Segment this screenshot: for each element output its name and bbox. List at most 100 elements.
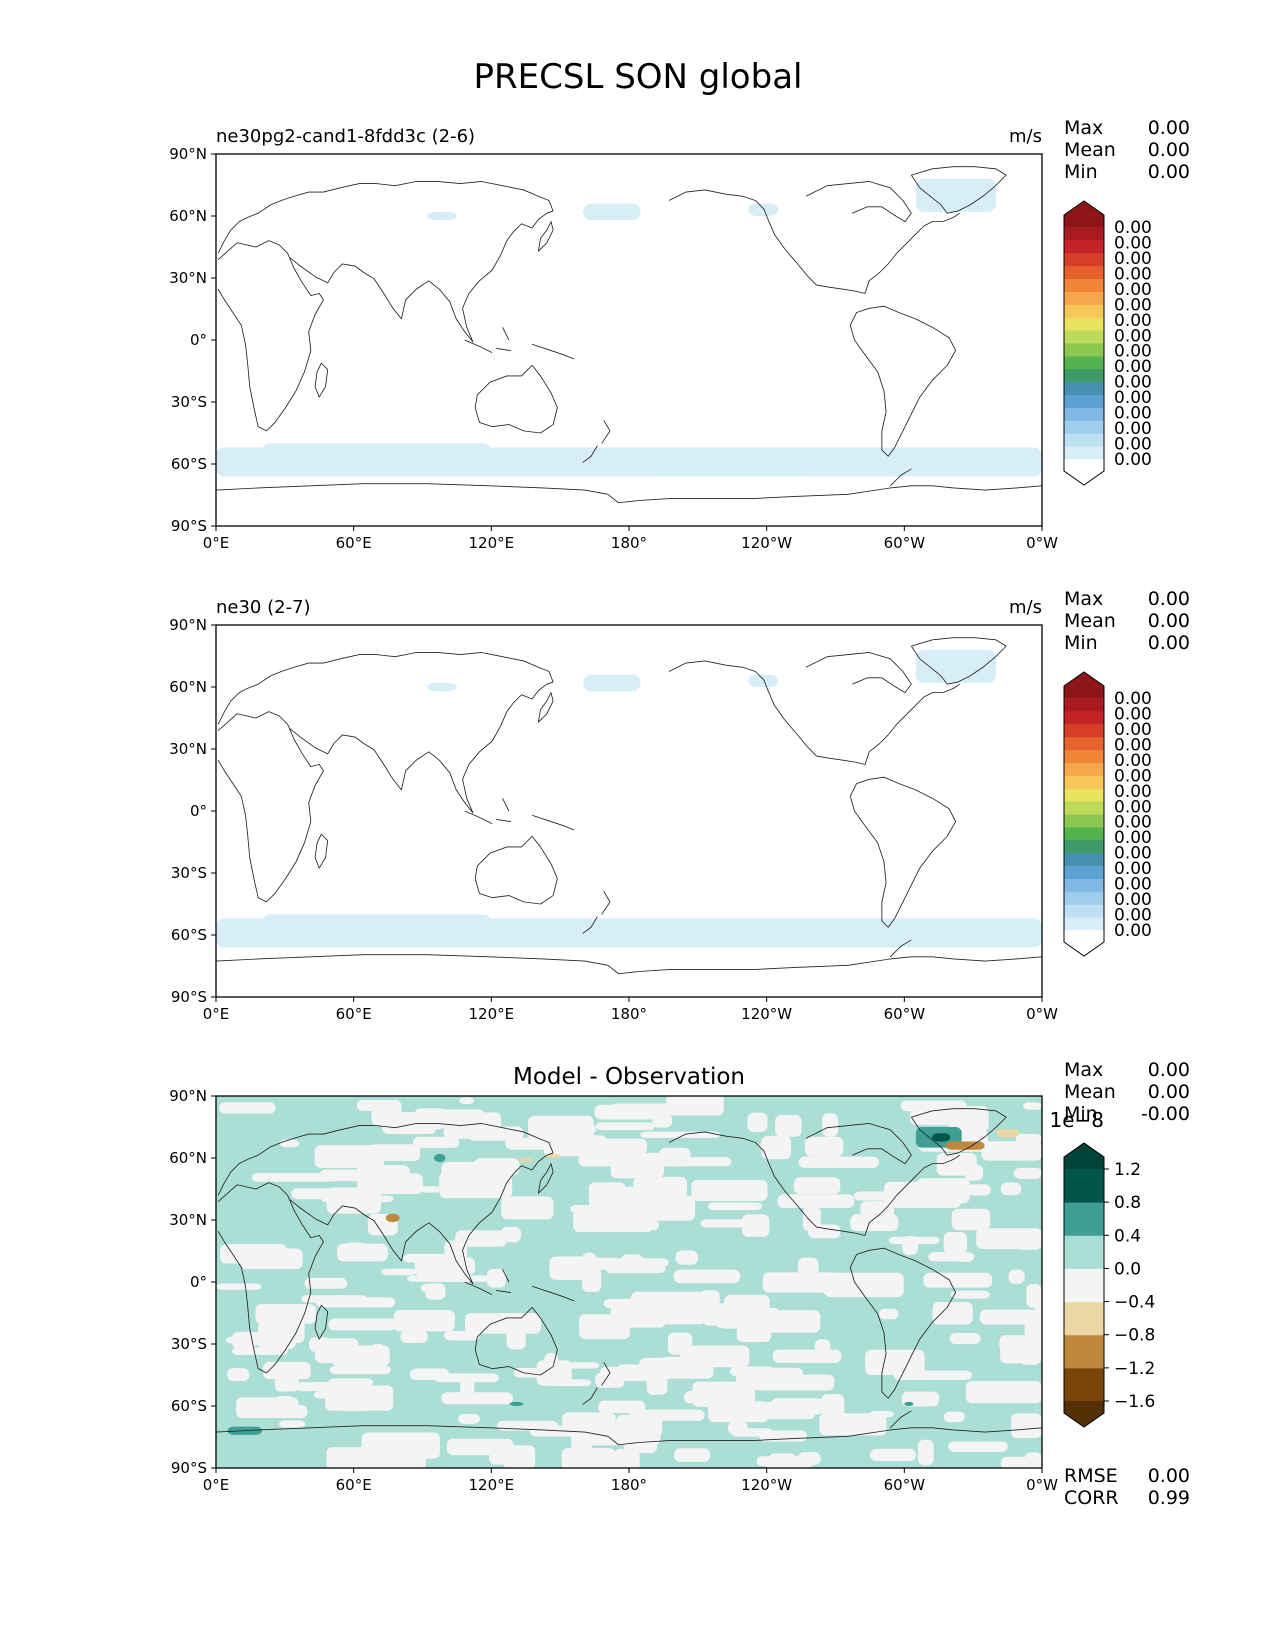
field-patch	[915, 649, 997, 683]
colorbar-tick-label: 0.00	[1114, 797, 1152, 817]
y-tick-label: 30°S	[171, 393, 207, 411]
stat-label: Max	[1064, 588, 1103, 610]
field-patch	[1010, 1413, 1042, 1439]
field-patch	[370, 1144, 421, 1162]
stat-value: 0.00	[1148, 610, 1190, 632]
colorbar-swatch	[1064, 814, 1104, 828]
field-patch	[762, 1272, 839, 1293]
field-patch	[614, 1448, 640, 1468]
field-patch	[357, 1173, 423, 1195]
x-tick-label: 0°E	[203, 1476, 230, 1494]
field-patch	[675, 1250, 698, 1265]
colorbar-swatch	[1064, 1334, 1104, 1369]
x-tick-label: 120°W	[741, 1476, 792, 1494]
colorbar-tick-label: 0.00	[1114, 388, 1152, 408]
field-patch	[948, 1106, 989, 1132]
colorbar: 0.000.000.000.000.000.000.000.000.000.00…	[1063, 200, 1152, 486]
field-patch	[427, 211, 457, 221]
field-patch	[595, 1122, 655, 1131]
field-patch	[503, 1445, 536, 1468]
field-patch	[610, 1152, 664, 1179]
panel-title: ne30pg2-cand1-8fdd3c (2-6)	[216, 126, 475, 147]
field-patch	[692, 1381, 756, 1407]
field-patch	[608, 1186, 642, 1214]
stat-label: Max	[1064, 117, 1103, 139]
field-patch	[465, 1313, 542, 1334]
y-tick-label: 90°N	[169, 1087, 207, 1105]
colorbar-tick-label: 0.00	[1114, 435, 1152, 455]
colorbar-extend-min	[1064, 459, 1104, 485]
field-patch	[400, 1329, 428, 1344]
colorbar-tick-label: 0.00	[1114, 813, 1152, 833]
colorbar-swatch	[1064, 420, 1104, 434]
x-tick-label: 0°E	[203, 1005, 230, 1023]
stat-label: Mean	[1064, 1081, 1116, 1103]
field-patch	[999, 1335, 1042, 1353]
colorbar-swatch	[1064, 801, 1104, 815]
field-patch	[501, 1196, 554, 1220]
field-patch	[639, 1357, 714, 1379]
stat-value: 0.00	[1148, 161, 1190, 183]
field-patch	[291, 1188, 357, 1200]
field-patch	[592, 1258, 669, 1267]
y-tick-label: 60°N	[169, 207, 207, 225]
field-patch	[278, 1420, 306, 1428]
colorbar-swatch	[1064, 878, 1104, 892]
field-patch	[965, 1381, 1042, 1404]
colorbar-tick-label: 0.00	[1114, 751, 1152, 771]
field-patch	[325, 1385, 394, 1411]
field-patch	[981, 1141, 1042, 1161]
colorbar-swatch	[1064, 917, 1104, 931]
field-patch	[759, 1141, 788, 1151]
field-patch	[231, 1347, 289, 1355]
field-patch	[274, 1395, 295, 1415]
footer-stat-value: 0.00	[1148, 1465, 1190, 1487]
field-patch	[748, 674, 779, 687]
field-patch	[446, 1438, 514, 1456]
field-patch	[385, 1213, 400, 1223]
field-patch	[528, 1115, 594, 1142]
x-tick-label: 60°E	[336, 1476, 372, 1494]
field-patch	[996, 1129, 1020, 1138]
colorbar-extend-max	[1064, 1143, 1104, 1169]
field-patch	[1008, 1269, 1025, 1284]
field-patch	[902, 1235, 918, 1255]
footer-stat-label: CORR	[1064, 1487, 1119, 1509]
stat-value: 0.00	[1148, 1081, 1190, 1103]
y-tick-label: 90°S	[171, 517, 207, 535]
field-patch	[964, 1164, 984, 1181]
field-patch	[884, 1181, 962, 1208]
x-tick-label: 60°W	[884, 1005, 926, 1023]
colorbar-swatch	[1064, 826, 1104, 841]
x-tick-label: 180°	[611, 534, 647, 552]
colorbar-swatch	[1064, 839, 1104, 854]
y-tick-label: 90°N	[169, 616, 207, 634]
field-patch	[616, 1414, 663, 1438]
field-patch	[640, 1131, 721, 1138]
field-patch	[304, 1277, 348, 1289]
colorbar-tick-label: 0.00	[1114, 373, 1152, 393]
field-patch	[1015, 1228, 1042, 1250]
field-patch	[633, 1176, 688, 1200]
y-tick-label: 30°S	[171, 864, 207, 882]
colorbar-swatch	[1064, 788, 1104, 802]
x-tick-label: 0°E	[203, 534, 230, 552]
field-patch	[232, 1331, 256, 1349]
field-patch	[915, 178, 997, 212]
colorbar-swatch	[1064, 407, 1104, 421]
field-patch	[893, 1370, 972, 1380]
stat-label: Mean	[1064, 610, 1116, 632]
field-patch	[824, 1272, 904, 1298]
field-patch	[220, 1244, 287, 1264]
field-patch	[739, 1315, 812, 1324]
y-tick-label: 90°N	[169, 145, 207, 163]
stat-label: Min	[1064, 161, 1098, 183]
colorbar-outline	[1063, 671, 1105, 957]
colorbar-tick-label: 0.00	[1114, 450, 1152, 470]
stat-label: Max	[1064, 1059, 1103, 1081]
y-tick-label: 30°N	[169, 269, 207, 287]
y-tick-label: 90°S	[171, 988, 207, 1006]
field-patch	[406, 1275, 489, 1282]
field-patch	[610, 1103, 688, 1112]
field-patch	[251, 1173, 334, 1182]
